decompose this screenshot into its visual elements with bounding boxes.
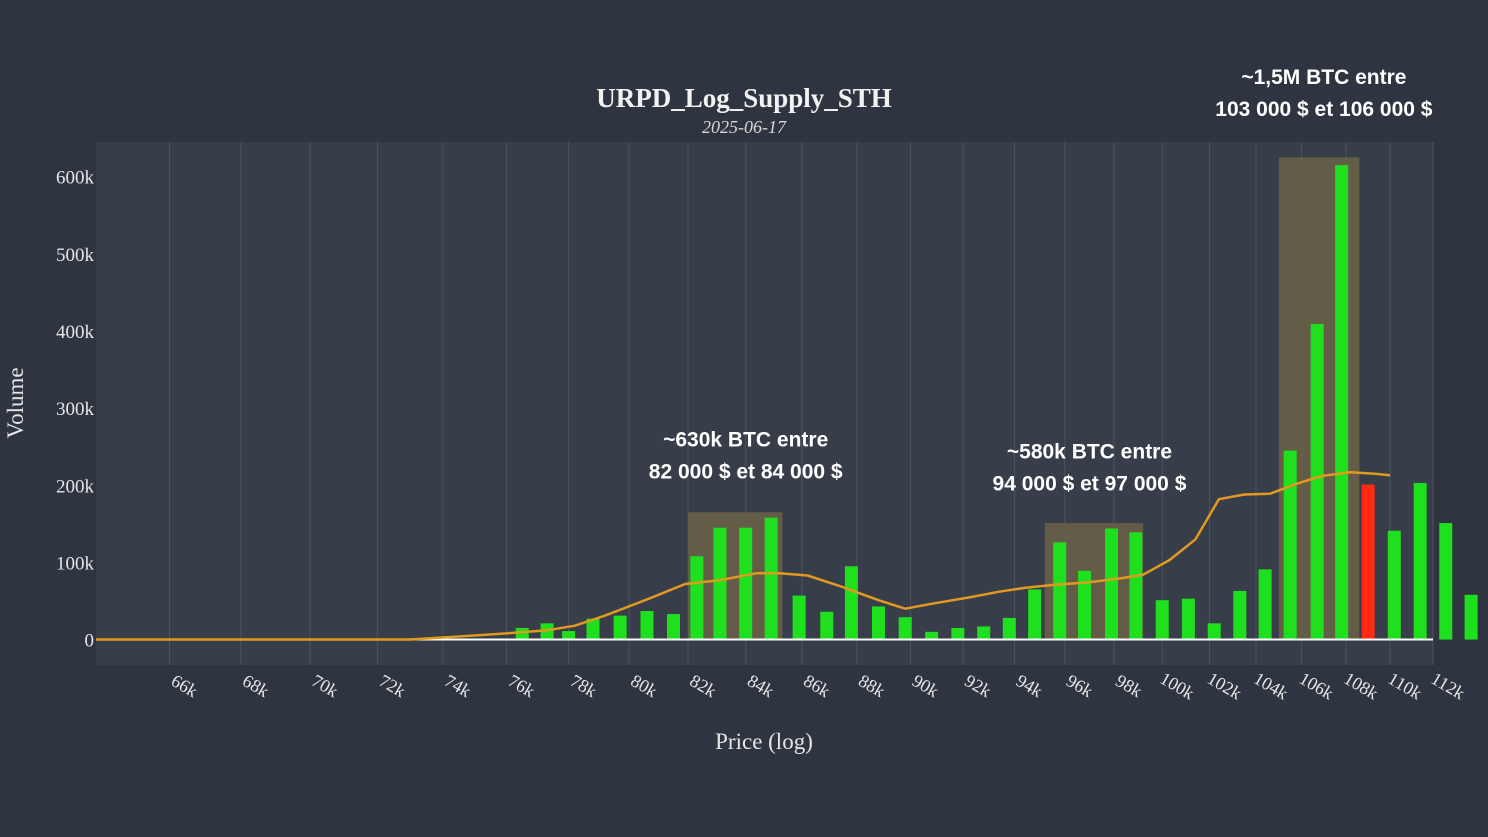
bar: [1439, 523, 1453, 640]
bar: [1207, 623, 1221, 640]
x-tick-label: 84k: [744, 670, 777, 701]
chart-title: URPD_Log_Supply_STH: [596, 83, 892, 113]
x-tick-label: 104k: [1250, 668, 1291, 703]
bar: [562, 631, 576, 640]
x-axis-label: Price (log): [715, 729, 813, 754]
bar: [1105, 528, 1119, 640]
annotation-line-1: ~630k BTC entre: [663, 429, 828, 452]
annotation-line-2: 82 000 $ et 84 000 $: [649, 461, 843, 484]
line-layer: [96, 470, 1433, 641]
bar: [1053, 542, 1067, 640]
bar: [871, 606, 885, 640]
x-tick-label: 92k: [961, 670, 994, 701]
x-tick-label: 100k: [1157, 668, 1198, 703]
bars: [515, 165, 1478, 640]
bar: [977, 626, 991, 640]
bar: [1181, 598, 1195, 640]
x-tick-label: 70k: [308, 670, 341, 701]
bar: [1335, 165, 1349, 640]
x-tick-label: 90k: [909, 670, 942, 701]
bar: [690, 556, 704, 640]
x-tick-label: 108k: [1341, 668, 1382, 703]
annotation-line-2: 103 000 $ et 106 000 $: [1215, 98, 1433, 121]
bar: [1028, 589, 1042, 640]
bar: [1078, 570, 1092, 640]
x-axis-ticks: 66k 68k 70k 72k 74k 76k 78k 80k 82k 84k 86k 88k 90k 9…: [168, 668, 1468, 703]
bar: [1002, 617, 1016, 640]
chart-subtitle: 2025-06-17: [702, 117, 787, 137]
annotation-line-1: ~1,5M BTC entre: [1241, 66, 1406, 89]
series-line: [96, 470, 1391, 641]
bar: [640, 611, 654, 640]
bar: [951, 627, 965, 640]
x-tick-label: 86k: [800, 670, 833, 701]
bar: [898, 617, 912, 640]
x-tick-label: 102k: [1204, 668, 1245, 703]
bar: [613, 615, 627, 640]
bar: [515, 627, 529, 640]
bar: [739, 527, 753, 640]
x-tick-label: 74k: [441, 670, 474, 701]
x-tick-label: 78k: [567, 670, 600, 701]
y-tick-label: 300k: [56, 399, 95, 420]
bar: [1155, 600, 1169, 640]
x-tick-label: 68k: [239, 670, 272, 701]
bar-current-price: [1361, 484, 1375, 640]
bar: [1464, 594, 1478, 640]
y-tick-label: 600k: [56, 168, 95, 189]
x-tick-label: 88k: [855, 670, 888, 701]
y-tick-label: 500k: [56, 245, 95, 266]
y-tick-label: 400k: [56, 322, 95, 343]
bar: [792, 595, 806, 640]
x-tick-label: 96k: [1063, 670, 1096, 701]
bar: [1283, 450, 1297, 640]
x-tick-label: 80k: [627, 670, 660, 701]
x-tick-label: 76k: [505, 670, 538, 701]
bar: [844, 566, 858, 640]
x-tick-label: 94k: [1013, 670, 1046, 701]
bar: [1129, 532, 1143, 640]
x-tick-label: 98k: [1112, 670, 1145, 701]
y-tick-label: 200k: [56, 476, 95, 497]
y-tick-label: 100k: [56, 553, 95, 574]
bar: [713, 527, 727, 640]
bar: [764, 517, 778, 640]
x-tick-label: 66k: [168, 670, 201, 701]
x-tick-label: 110k: [1385, 668, 1426, 703]
bar: [1310, 324, 1324, 640]
annotation-line-2: 94 000 $ et 97 000 $: [993, 472, 1187, 495]
bar: [586, 618, 600, 640]
y-axis-label: Volume: [3, 367, 28, 438]
annotations: ~630k BTC entre 82 000 $ et 84 000 $ ~580k…: [649, 66, 1433, 495]
x-tick-label: 106k: [1296, 668, 1337, 703]
bar: [667, 614, 681, 640]
x-tick-label: 82k: [686, 670, 719, 701]
bar: [925, 631, 939, 640]
bar: [1233, 590, 1247, 640]
bar: [820, 611, 834, 640]
x-tick-label: 72k: [376, 670, 409, 701]
bar: [1413, 482, 1427, 640]
annotation-line-1: ~580k BTC entre: [1007, 440, 1172, 463]
y-tick-label: 0: [85, 631, 95, 652]
x-tick-label: 112k: [1428, 668, 1469, 703]
bar: [1258, 569, 1272, 640]
bar: [1387, 530, 1401, 640]
y-axis-ticks: 0 100k 200k 300k 400k 500k 600k: [56, 168, 95, 652]
